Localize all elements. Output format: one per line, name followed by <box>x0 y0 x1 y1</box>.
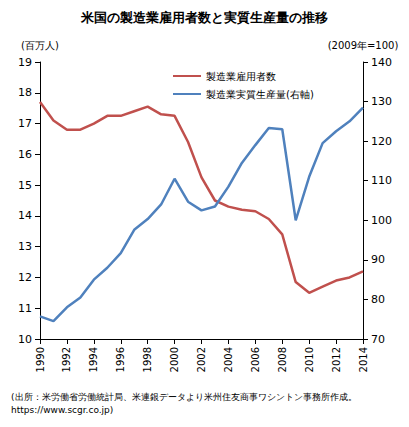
svg-text:2006: 2006 <box>250 347 261 372</box>
svg-text:製造業実質生産量(右軸): 製造業実質生産量(右軸) <box>206 89 314 100</box>
svg-text:18: 18 <box>18 86 32 99</box>
svg-text:2010: 2010 <box>304 347 315 372</box>
svg-text:11: 11 <box>18 302 32 315</box>
svg-text:1992: 1992 <box>61 347 72 372</box>
svg-text:1994: 1994 <box>88 347 99 372</box>
svg-text:(出所：米労働省労働統計局、米連銀データより米州住友商事ワシ: (出所：米労働省労働統計局、米連銀データより米州住友商事ワシントン事務所作成。 <box>11 392 357 402</box>
svg-text:120: 120 <box>371 135 392 148</box>
svg-text:1996: 1996 <box>115 347 126 372</box>
svg-text:12: 12 <box>18 271 32 284</box>
svg-text:1990: 1990 <box>35 347 46 372</box>
svg-text:130: 130 <box>371 95 392 108</box>
svg-text:70: 70 <box>371 333 385 346</box>
svg-text:2012: 2012 <box>331 347 342 372</box>
svg-text:15: 15 <box>18 179 32 192</box>
svg-text:2004: 2004 <box>223 347 234 372</box>
svg-text:2000: 2000 <box>169 347 180 372</box>
svg-text:2014: 2014 <box>358 347 369 372</box>
svg-text:13: 13 <box>18 240 32 253</box>
svg-text:19: 19 <box>18 56 32 69</box>
svg-text:110: 110 <box>371 174 392 187</box>
svg-text:80: 80 <box>371 293 385 306</box>
svg-text:(2009年=100): (2009年=100) <box>328 40 399 51</box>
svg-text:14: 14 <box>18 209 32 222</box>
svg-text:米国の製造業雇用者数と実質生産量の推移: 米国の製造業雇用者数と実質生産量の推移 <box>80 10 328 25</box>
svg-text:2002: 2002 <box>196 347 207 372</box>
svg-text:16: 16 <box>18 148 32 161</box>
svg-text:https://www.scgr.co.jp): https://www.scgr.co.jp) <box>11 405 113 415</box>
svg-text:10: 10 <box>18 333 32 346</box>
svg-text:17: 17 <box>18 117 32 130</box>
svg-text:100: 100 <box>371 214 392 227</box>
svg-text:90: 90 <box>371 253 385 266</box>
svg-text:140: 140 <box>371 56 392 69</box>
svg-text:2008: 2008 <box>277 347 288 372</box>
svg-text:1998: 1998 <box>142 347 153 372</box>
svg-text:(百万人): (百万人) <box>21 40 59 51</box>
svg-text:製造業雇用者数: 製造業雇用者数 <box>206 71 276 82</box>
